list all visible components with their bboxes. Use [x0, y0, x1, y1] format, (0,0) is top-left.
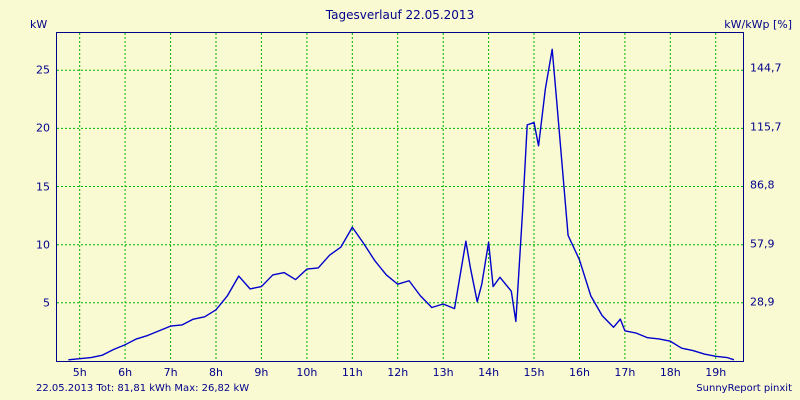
- y-axis-left-tick-15: 15: [36, 180, 50, 194]
- y-axis-right-tick-2: 86,8: [750, 178, 775, 192]
- y-axis-right-tick-3: 115,7: [750, 120, 782, 134]
- x-axis-tick-7h: 7h: [163, 366, 178, 379]
- chart-title: Tagesverlauf 22.05.2013: [325, 8, 475, 22]
- y-axis-right-tick-0: 28,9: [750, 295, 775, 309]
- x-axis-tick-10h: 10h: [296, 366, 318, 379]
- x-axis-tick-15h: 15h: [523, 366, 545, 379]
- y-axis-left-tick-25: 25: [36, 63, 50, 77]
- power-series-line: [68, 48, 735, 361]
- x-axis-tick-12h: 12h: [387, 366, 409, 379]
- footer-summary: 22.05.2013 Tot: 81,81 kWh Max: 26,82 kW: [36, 383, 250, 394]
- x-axis-tick-14h: 14h: [478, 366, 500, 379]
- grid-lines: [57, 33, 743, 361]
- y-axis-left-unit-label: kW: [30, 18, 48, 31]
- plot-area: [56, 32, 744, 362]
- x-axis-tick-13h: 13h: [432, 366, 454, 379]
- y-axis-right-tick-1: 57,9: [750, 237, 775, 251]
- x-axis-tick-18h: 18h: [659, 366, 681, 379]
- x-axis-tick-11h: 11h: [341, 366, 363, 379]
- x-axis-tick-16h: 16h: [568, 366, 590, 379]
- x-axis-tick-17h: 17h: [614, 366, 636, 379]
- footer-source: SunnyReport pinxit: [696, 383, 792, 394]
- x-axis-tick-5h: 5h: [72, 366, 87, 379]
- y-axis-left-tick-10: 10: [36, 238, 50, 252]
- y-axis-right-tick-4: 144,7: [750, 61, 782, 75]
- x-axis-tick-9h: 9h: [254, 366, 269, 379]
- x-axis-tick-8h: 8h: [209, 366, 223, 379]
- y-axis-left-tick-5: 5: [43, 296, 50, 310]
- x-axis-tick-19h: 19h: [705, 366, 727, 379]
- y-axis-right-unit-label: kW/kWp [%]: [724, 18, 792, 31]
- y-axis-left-tick-20: 20: [36, 121, 50, 135]
- x-axis-tick-6h: 6h: [118, 366, 133, 379]
